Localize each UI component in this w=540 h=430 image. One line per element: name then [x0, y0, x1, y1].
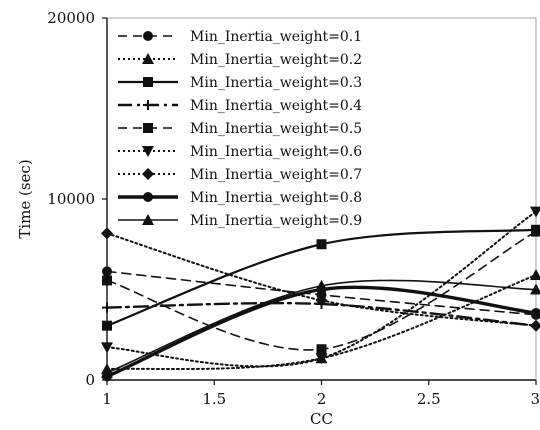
legend-swatch-marker [143, 192, 153, 202]
y-tick-label: 10000 [47, 190, 95, 208]
y-tick-label: 20000 [47, 9, 95, 27]
legend-swatch-marker [142, 214, 154, 225]
legend-item: Min_Inertia_weight=0.9 [118, 213, 362, 229]
series-7 [101, 227, 540, 332]
x-tick-label: 2 [317, 390, 327, 408]
data-point [531, 308, 540, 319]
data-point [102, 302, 112, 313]
legend: Min_Inertia_weight=0.1 Min_Inertia_weight… [118, 29, 362, 229]
legend-label: Min_Inertia_weight=0.1 [190, 29, 362, 45]
legend-item: Min_Inertia_weight=0.6 [118, 144, 362, 160]
legend-label: Min_Inertia_weight=0.8 [190, 190, 362, 206]
axis-ticks: 1 1.5 2 2.5 3 0 10000 20000 [47, 9, 540, 408]
legend-swatch-marker [142, 146, 154, 157]
legend-label: Min_Inertia_weight=0.9 [190, 213, 362, 229]
legend-label: Min_Inertia_weight=0.3 [190, 75, 362, 91]
data-point [101, 227, 113, 240]
data-point [316, 344, 327, 355]
data-point [102, 275, 112, 286]
series-9 [101, 279, 540, 378]
series-5 [102, 226, 540, 355]
legend-item: Min_Inertia_weight=0.5 [118, 121, 362, 137]
legend-label: Min_Inertia_weight=0.5 [190, 121, 362, 137]
legend-swatch-marker [143, 31, 153, 41]
y-axis-title: Time (sec) [16, 159, 34, 238]
data-point [101, 366, 113, 378]
legend-swatch-marker [143, 100, 153, 110]
legend-swatch-marker [143, 123, 153, 133]
legend-item: Min_Inertia_weight=0.7 [118, 167, 362, 183]
x-tick-label: 1 [102, 390, 112, 408]
x-tick-label: 3 [530, 390, 540, 408]
y-tick-label: 0 [85, 371, 95, 389]
data-point [315, 279, 328, 291]
legend-label: Min_Inertia_weight=0.4 [190, 98, 362, 114]
legend-label: Min_Inertia_weight=0.7 [190, 167, 362, 183]
data-point [316, 239, 327, 250]
legend-item: Min_Inertia_weight=0.8 [118, 190, 362, 206]
data-point [531, 226, 540, 237]
legend-swatch-marker [142, 168, 154, 180]
legend-item: Min_Inertia_weight=0.3 [118, 75, 362, 91]
data-point [530, 269, 540, 281]
data-point [101, 342, 113, 354]
data-point [315, 294, 328, 307]
data-point [530, 283, 540, 295]
legend-swatch-marker [142, 53, 154, 64]
legend-item: Min_Inertia_weight=0.1 [118, 29, 362, 45]
series-6 [101, 206, 540, 368]
series-layer [101, 206, 540, 382]
data-point [102, 266, 112, 277]
data-point [530, 206, 540, 218]
legend-label: Min_Inertia_weight=0.2 [190, 52, 362, 68]
legend-item: Min_Inertia_weight=0.4 [118, 98, 362, 114]
legend-item: Min_Inertia_weight=0.2 [118, 52, 362, 68]
x-axis-title: CC [310, 410, 333, 428]
x-tick-label: 1.5 [202, 390, 226, 408]
x-tick-label: 2.5 [417, 390, 441, 408]
data-point [530, 319, 540, 332]
legend-label: Min_Inertia_weight=0.6 [190, 144, 362, 160]
data-point [102, 320, 112, 331]
legend-swatch-marker [143, 77, 153, 87]
data-point [315, 353, 328, 365]
series-line [105, 301, 538, 327]
